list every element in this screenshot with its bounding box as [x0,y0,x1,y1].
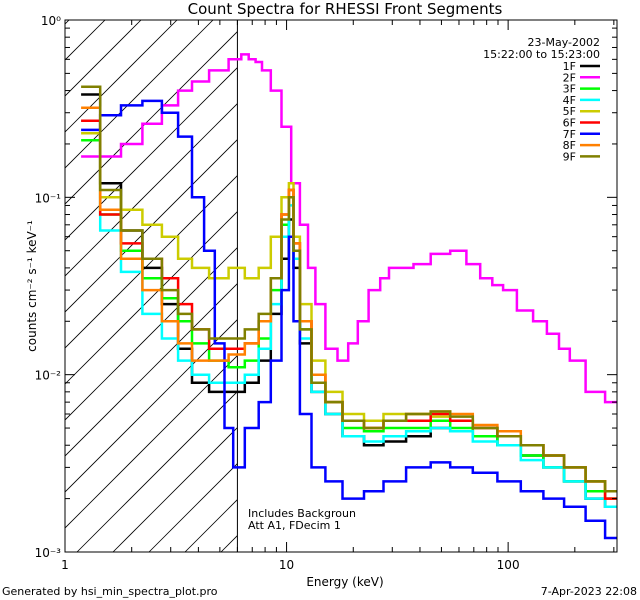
chart-title: Count Spectra for RHESSI Front Segments [188,0,503,18]
axis-ticks [64,19,617,553]
legend-label-7F: 7F [563,128,576,141]
hatch-line [0,0,25,552]
time-range-label: 15:22:00 to 15:23:00 [483,48,600,61]
generated-by-label: Generated by hsi_min_spectra_plot.pro [2,585,218,598]
hatch-line [112,427,238,552]
hatch-line [65,20,70,25]
legend-label-1F: 1F [563,60,576,73]
series-7F [81,99,617,540]
x-tick-label: 10 [279,558,294,572]
hatch-line [65,20,106,61]
x-tick-label: 100 [497,558,520,572]
plot-frame [64,19,618,553]
hatch-line [65,247,238,421]
y-axis-label: counts cm⁻² s⁻¹ keV⁻¹ [25,220,39,352]
legend-label-3F: 3F [563,83,576,96]
hatch-line [65,355,238,529]
y-tick-label: 10⁻³ [35,546,62,560]
date-label: 23-May-2002 [528,36,600,49]
y-tick-label: 10⁻² [35,369,62,383]
legend-label-8F: 8F [563,139,576,152]
legend-label-2F: 2F [563,71,576,84]
hatch-line [65,20,178,133]
hatch-line [65,175,238,349]
hatch-line [65,20,142,97]
hatch-line [65,139,238,313]
y-tick-label: 10⁻¹ [35,191,62,205]
hatch-line [65,20,214,169]
hatch-line [65,283,238,457]
hatch-line [65,103,238,277]
annotation-line-2: Att A1, FDecim 1 [248,519,341,532]
hatch-line [65,211,238,385]
series-2F [81,53,617,404]
series-9F [81,85,617,493]
hatch-line [76,391,238,552]
legend-label-4F: 4F [563,94,576,107]
x-axis-label: Energy (keV) [306,575,383,589]
series-8F [81,106,617,493]
legend-label-9F: 9F [563,150,576,163]
series-lines [81,53,617,540]
hatched-region [0,0,238,552]
legend-label-5F: 5F [563,105,576,118]
y-tick-label: 10⁰ [41,14,61,28]
axis-tick-labels: 1 10 100 10⁰ 10⁻¹ 10⁻² 10⁻³ [35,14,520,572]
timestamp-label: 7-Apr-2023 22:08 [541,585,637,598]
hatch-line [65,31,238,205]
hatch-line [220,535,238,552]
legend-label-6F: 6F [563,117,576,130]
x-tick-label: 1 [61,558,69,572]
annotation-line-1: Includes Backgroun [248,507,356,520]
hatch-line [65,319,238,493]
hatch-line [65,67,238,241]
